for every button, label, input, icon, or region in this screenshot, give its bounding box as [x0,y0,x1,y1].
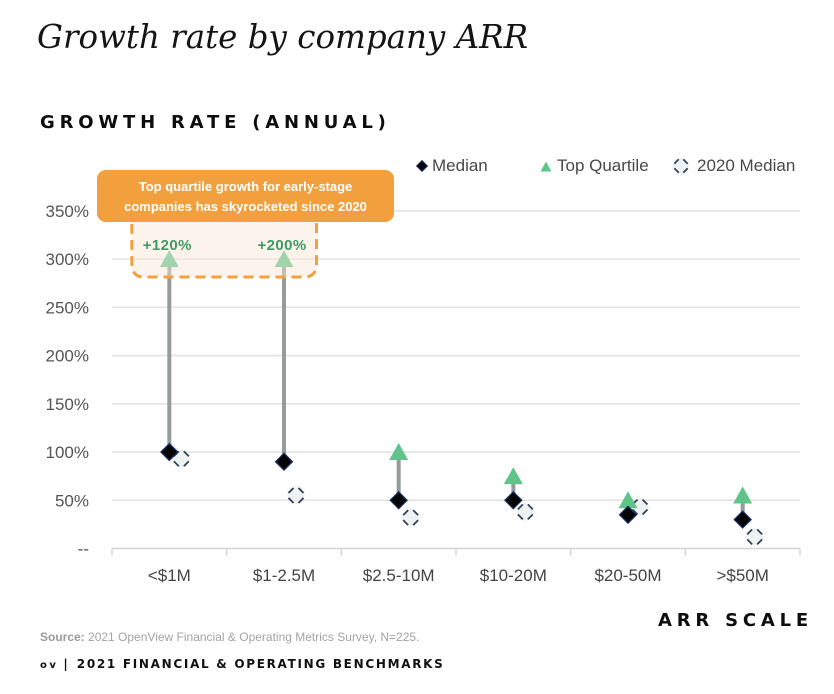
report-title: 2021 FINANCIAL & OPERATING BENCHMARKS [76,657,445,671]
x-axis-title: ARR SCALE [658,610,813,631]
series-2020-median [170,447,766,549]
annotation-label: +120% [143,237,192,254]
marker-2020-median [743,525,766,549]
y-axis-title: GROWTH RATE (ANNUAL) [40,112,391,133]
marker-median [503,490,523,510]
callout-box [97,170,394,222]
annotation-labels: +120% +200% [143,237,306,254]
marker-median [733,510,753,529]
brand-logo: ov [40,660,59,671]
marker-2020-median [284,484,308,507]
series-median [159,442,753,529]
legend-label: 2020 Median [697,156,796,175]
chart-title: Growth rate by company ARR [37,18,529,56]
y-tick-label: -- [78,540,89,559]
y-tick-label: 250% [46,298,89,317]
x-tick-label: $1-2.5M [253,566,315,585]
x-tick-label: $10-20M [480,566,547,585]
legend-item-2020-median: 2020 Median [670,155,796,177]
x-tick-label: $20-50M [594,566,661,585]
page-footer: ov | 2021 FINANCIAL & OPERATING BENCHMAR… [40,658,444,672]
diamond-filled-icon [416,160,428,172]
marker-2020-median [514,500,537,524]
marker-top-quartile [274,250,294,268]
y-tick-label: 50% [55,491,89,510]
marker-top-quartile [503,467,523,485]
x-tick-labels: <$1M $1-2.5M $2.5-10M $10-20M $20-50M >$50M [148,566,769,585]
marker-top-quartile [618,491,638,509]
marker-median [159,442,179,462]
marker-median [274,452,294,472]
marker-median [618,505,638,525]
source-text: 2021 OpenView Financial & Operating Metr… [84,630,420,644]
marker-top-quartile [733,486,753,504]
marker-median [389,490,409,510]
marker-2020-median [399,506,422,529]
legend-item-top-quartile: Top Quartile [540,156,649,176]
y-tick-label: 350% [46,202,89,221]
callout-line: companies has skyrocketed since 2020 [124,199,367,214]
y-tick-labels: -- 50% 100% 150% 200% 250% 300% 350% [46,202,89,559]
triangle-icon [540,161,552,171]
x-tick-label: $2.5-10M [363,566,435,585]
diamond-dashed-icon [670,155,692,177]
callout-line: Top quartile growth for early-stage [139,179,353,194]
legend-label: Median [432,156,488,175]
annotation-label: +200% [257,237,306,254]
callout-text: Top quartile growth for early-stage compa… [124,179,367,214]
y-tick-label: 100% [46,443,89,462]
marker-top-quartile [389,443,409,461]
legend-item-median: Median [416,156,488,176]
marker-top-quartile [159,250,179,268]
footer-separator: | [63,657,68,671]
source-note: Source: 2021 OpenView Financial & Operat… [40,630,419,644]
y-tick-label: 200% [46,347,89,366]
x-tick-label: >$50M [716,566,768,585]
legend-label: Top Quartile [557,156,649,175]
y-tick-label: 300% [46,250,89,269]
y-tick-label: 150% [46,395,89,414]
x-tick-label: <$1M [148,566,191,585]
source-label: Source: [40,630,85,644]
callout: Top quartile growth for early-stage compa… [97,170,394,222]
series-top-quartile [159,250,753,509]
connectors [167,259,745,520]
x-axis [111,547,801,556]
